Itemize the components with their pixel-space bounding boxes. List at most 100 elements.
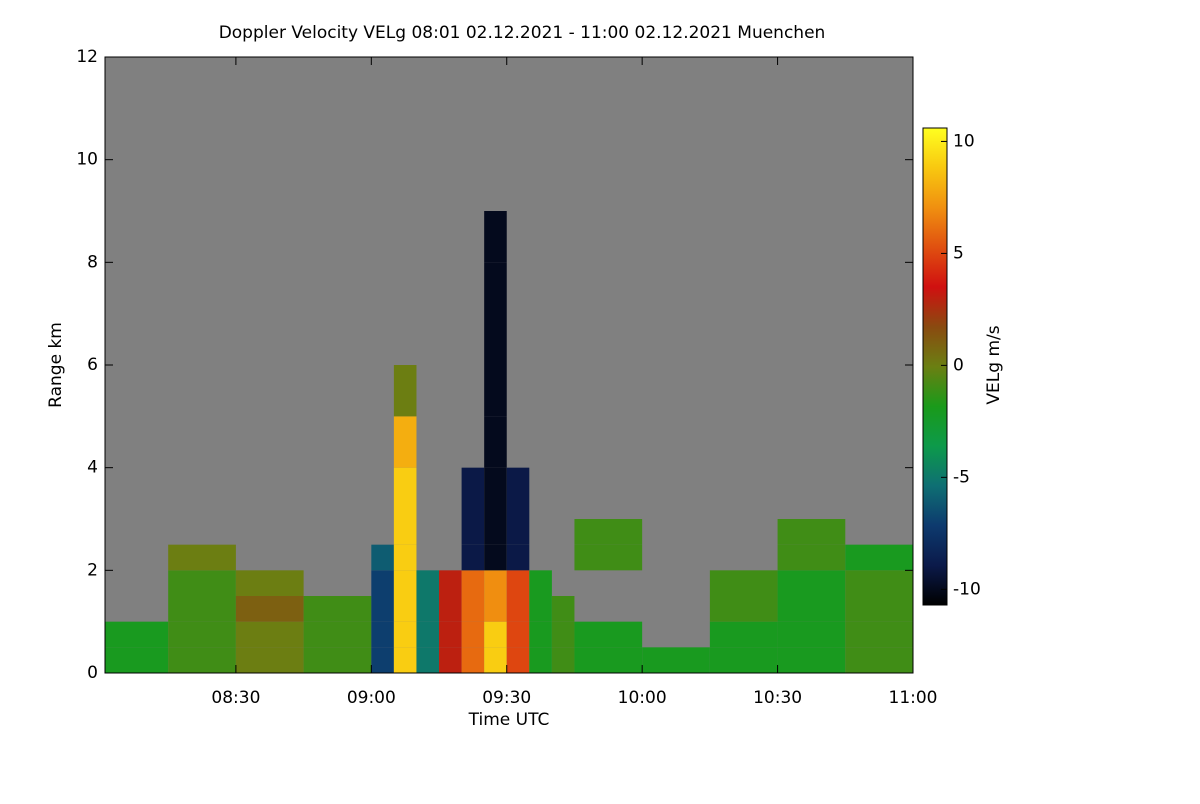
y-tick-label: 12 <box>76 47 98 67</box>
heatmap-cell <box>461 544 485 571</box>
heatmap-cell <box>484 519 507 545</box>
heatmap-cell <box>506 544 530 571</box>
heatmap-cell <box>235 647 304 673</box>
heatmap-cell <box>642 647 710 673</box>
heatmap-cell <box>845 570 913 596</box>
heatmap-cell <box>484 621 507 648</box>
heatmap-cell <box>105 647 169 673</box>
heatmap-cell <box>168 621 236 648</box>
heatmap-cell <box>168 544 236 571</box>
heatmap-cell <box>551 647 575 673</box>
heatmap-cell <box>777 570 846 596</box>
heatmap-cell <box>393 365 417 417</box>
heatmap-cell <box>506 647 530 673</box>
heatmap-cell <box>777 519 846 545</box>
heatmap-cell <box>461 519 485 545</box>
y-tick-label: 2 <box>87 560 98 580</box>
colorbar-tick-label: 0 <box>953 355 964 375</box>
y-tick-label: 10 <box>76 150 98 170</box>
heatmap-cell <box>709 596 778 622</box>
heatmap-cell <box>461 570 485 596</box>
heatmap-cell <box>484 596 507 622</box>
colorbar-tick-label: 5 <box>953 243 964 263</box>
heatmap-cell <box>371 544 394 571</box>
heatmap-cell <box>416 621 440 648</box>
x-tick-label: 08:30 <box>211 688 260 708</box>
y-tick-label: 8 <box>87 252 98 272</box>
heatmap-cell <box>845 544 913 571</box>
heatmap-cell <box>845 621 913 648</box>
heatmap-cell <box>777 544 846 571</box>
heatmap-cell <box>393 596 417 622</box>
colorbar-label: VELg m/s <box>984 325 1004 404</box>
heatmap-cell <box>105 621 169 648</box>
x-tick-label: 10:30 <box>753 688 802 708</box>
chart-title: Doppler Velocity VELg 08:01 02.12.2021 -… <box>219 23 826 43</box>
heatmap-cell <box>845 647 913 673</box>
x-axis-label: Time UTC <box>468 710 550 730</box>
heatmap-cell <box>551 621 575 648</box>
y-tick-label: 0 <box>87 663 98 683</box>
y-tick-label: 4 <box>87 458 98 478</box>
heatmap-cell <box>235 621 304 648</box>
heatmap-cell <box>506 621 530 648</box>
colorbar-tick-label: 10 <box>953 131 975 151</box>
heatmap-cell <box>461 647 485 673</box>
heatmap-cell <box>393 467 417 519</box>
heatmap-cell <box>529 596 552 622</box>
heatmap-cell <box>777 621 846 648</box>
heatmap-cell <box>529 570 552 596</box>
heatmap-cell <box>416 596 440 622</box>
heatmap-cell <box>709 647 778 673</box>
y-axis-label: Range km <box>46 322 66 408</box>
heatmap-cell <box>484 647 507 673</box>
heatmap-cell <box>484 262 507 365</box>
heatmap-cell <box>709 621 778 648</box>
heatmap-cell <box>461 596 485 622</box>
heatmap-cell <box>777 596 846 622</box>
x-tick-label: 09:30 <box>482 688 531 708</box>
heatmap-cell <box>393 647 417 673</box>
heatmap-cell <box>168 570 236 596</box>
heatmap-cell <box>551 596 575 622</box>
heatmap-cell <box>506 570 530 596</box>
heatmap-cell <box>484 211 507 263</box>
colorbar-tick-label: -10 <box>953 579 981 599</box>
heatmap-cell <box>235 570 304 596</box>
heatmap-cell <box>506 596 530 622</box>
heatmap-cell <box>371 596 394 622</box>
heatmap-cell <box>371 621 394 648</box>
heatmap-cell <box>393 621 417 648</box>
heatmap-cell <box>845 596 913 622</box>
heatmap-cell <box>484 365 507 417</box>
heatmap-cell <box>574 647 643 673</box>
heatmap-cell <box>371 570 394 596</box>
heatmap-cell <box>371 647 394 673</box>
y-tick-label: 6 <box>87 355 98 375</box>
heatmap-cell <box>393 570 417 596</box>
heatmap-cell <box>506 467 530 519</box>
heatmap-cell <box>506 519 530 545</box>
heatmap-cell <box>439 570 462 596</box>
x-tick-label: 11:00 <box>889 688 938 708</box>
heatmap-cell <box>439 621 462 648</box>
heatmap-cell <box>416 570 440 596</box>
heatmap-cell <box>484 544 507 571</box>
heatmap-cell <box>484 570 507 596</box>
colorbar-tick-label: -5 <box>953 467 970 487</box>
heatmap-cell <box>484 467 507 519</box>
heatmap-cell <box>574 544 643 571</box>
heatmap-cell <box>574 621 643 648</box>
heatmap-cell <box>393 519 417 545</box>
heatmap-cell <box>777 647 846 673</box>
heatmap-cell <box>393 416 417 468</box>
heatmap-cell <box>303 596 372 622</box>
heatmap-cell <box>461 621 485 648</box>
heatmap-cell <box>168 596 236 622</box>
heatmap-cell <box>439 647 462 673</box>
heatmap-cell <box>235 596 304 622</box>
heatmap-cell <box>168 647 236 673</box>
x-tick-label: 09:00 <box>347 688 396 708</box>
heatmap-cell <box>709 570 778 596</box>
